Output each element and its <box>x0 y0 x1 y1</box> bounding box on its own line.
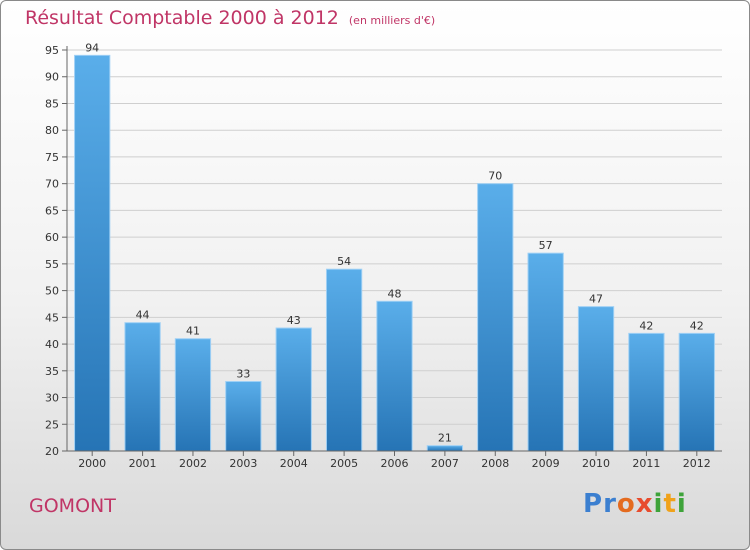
y-tick-label: 30 <box>45 392 59 405</box>
bar <box>577 306 615 452</box>
bar <box>376 300 413 452</box>
y-tick-label: 85 <box>45 97 59 110</box>
y-tick-label: 80 <box>45 124 59 137</box>
y-tick-label: 60 <box>45 231 59 244</box>
y-tick-label: 75 <box>45 151 59 164</box>
data-label: 41 <box>186 325 200 338</box>
logo-letter: o <box>616 489 636 519</box>
x-tick-label: 2000 <box>78 457 106 470</box>
data-label: 42 <box>690 319 704 332</box>
bar <box>325 268 363 452</box>
proxiti-logo: Proxiti <box>583 489 687 519</box>
data-label: 48 <box>388 287 402 300</box>
data-label: 43 <box>287 314 301 327</box>
y-tick-label: 35 <box>45 365 59 378</box>
data-label: 47 <box>589 293 603 306</box>
y-tick-label: 45 <box>45 311 59 324</box>
bar <box>527 252 564 452</box>
bar <box>225 380 262 452</box>
data-label: 42 <box>639 319 653 332</box>
data-label: 54 <box>337 255 351 268</box>
logo-letter: x <box>635 489 654 519</box>
bar-chart: 20 25 30 35 40 45 50 55 60 65 70 75 80 85 90 95 94 44 41 3… <box>45 41 722 470</box>
chart-subtitle: (en milliers d'€) <box>348 14 436 27</box>
x-tick-label: 2002 <box>179 457 207 470</box>
x-tick-label: 2007 <box>431 457 459 470</box>
x-tick-label: 2005 <box>330 457 358 470</box>
y-tick-label: 20 <box>45 445 59 458</box>
logo-letter: i <box>653 489 664 519</box>
bar <box>174 338 212 452</box>
y-tick-label: 50 <box>45 285 59 298</box>
x-tick-label: 2012 <box>683 457 711 470</box>
y-tick-label: 95 <box>45 44 59 57</box>
y-tick-label: 55 <box>45 258 59 271</box>
bar <box>628 332 665 452</box>
data-label: 70 <box>488 170 502 183</box>
x-tick-label: 2003 <box>229 457 257 470</box>
x-tick-label: 2008 <box>481 457 509 470</box>
commune-name: GOMONT <box>29 495 116 517</box>
bar <box>426 445 464 452</box>
data-label: 94 <box>85 41 99 54</box>
chart-title: Résultat Comptable 2000 à 2012 (en millie… <box>25 7 436 29</box>
y-tick-label: 65 <box>45 204 59 217</box>
x-tick-label: 2004 <box>280 457 308 470</box>
logo-letter: t <box>663 489 677 519</box>
data-label: 33 <box>236 367 250 380</box>
bar <box>477 183 514 452</box>
bar <box>124 322 161 452</box>
logo-letter: P <box>583 489 604 519</box>
logo-letter: i <box>676 489 687 519</box>
x-tick-label: 2010 <box>582 457 610 470</box>
x-tick-label: 2001 <box>129 457 157 470</box>
data-label: 21 <box>438 432 452 445</box>
logo-letter: r <box>603 489 617 519</box>
y-tick-label: 25 <box>45 418 59 431</box>
bar <box>678 332 715 452</box>
x-tick-label: 2006 <box>381 457 409 470</box>
bar <box>275 327 312 452</box>
y-tick-label: 90 <box>45 71 59 84</box>
data-label: 57 <box>539 239 553 252</box>
x-tick-label: 2011 <box>632 457 660 470</box>
x-tick-label: 2009 <box>532 457 560 470</box>
bar <box>74 54 111 452</box>
data-label: 44 <box>136 309 150 322</box>
y-tick-label: 40 <box>45 338 59 351</box>
y-tick-label: 70 <box>45 178 59 191</box>
